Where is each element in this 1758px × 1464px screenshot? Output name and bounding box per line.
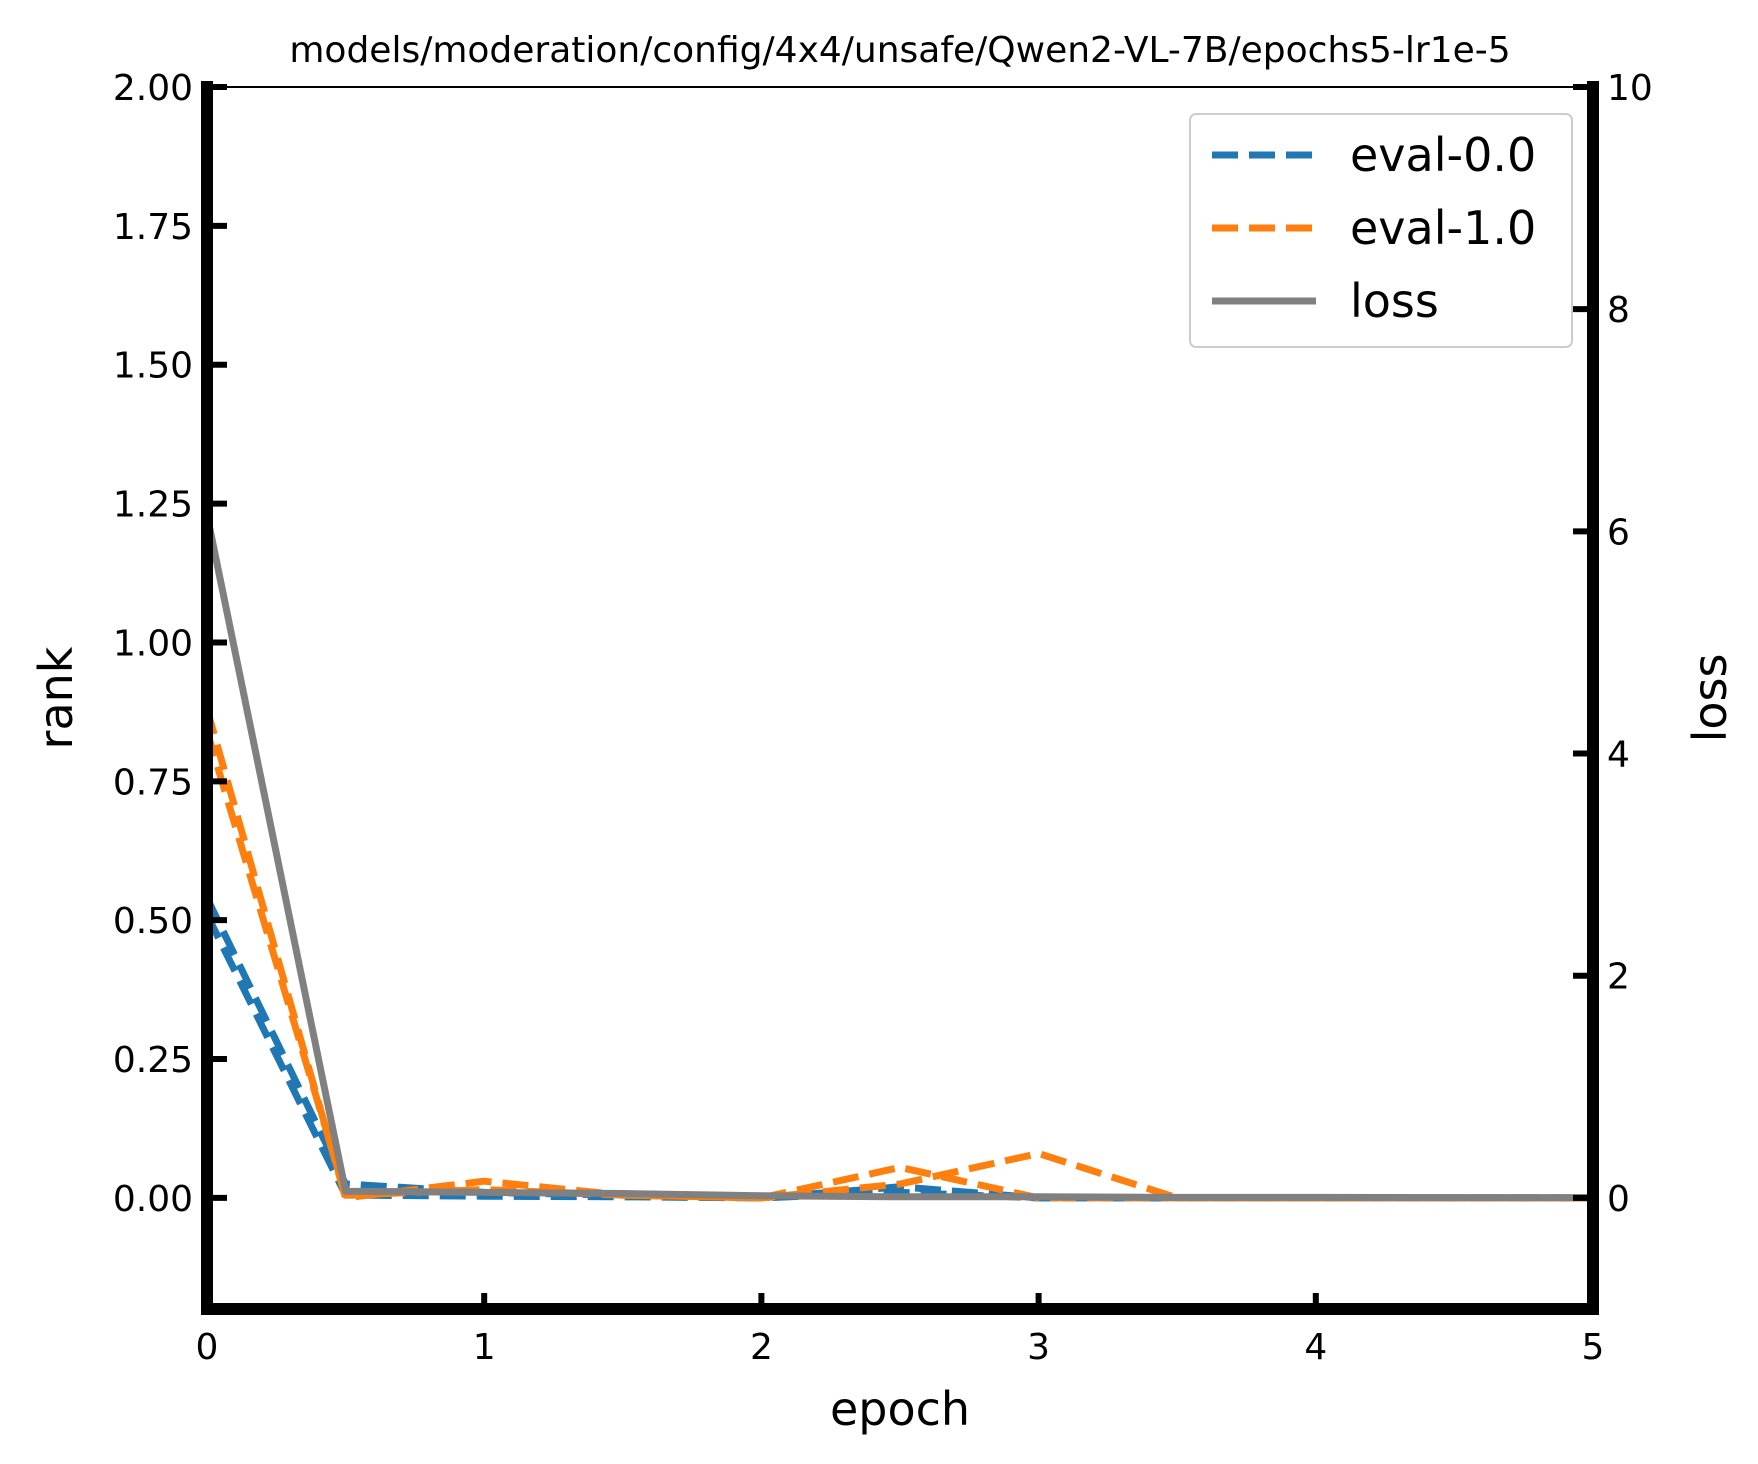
y2-tick-label: 0 xyxy=(1607,1179,1630,1220)
legend-label-eval-0: eval-0.0 xyxy=(1350,128,1536,182)
series-line-loss-0 xyxy=(203,513,1594,1202)
series-line-eval-0.0-1 xyxy=(203,913,1593,1202)
chart-title: models/moderation/config/4x4/unsafe/Qwen… xyxy=(289,30,1510,71)
x-tick-label: 1 xyxy=(473,1327,496,1368)
legend: eval-0.0 eval-1.0 loss xyxy=(1189,113,1573,348)
y-tick-label: 1.75 xyxy=(113,207,193,248)
y2-axis-title: loss xyxy=(1683,654,1737,743)
x-tick-label: 2 xyxy=(750,1327,773,1368)
y-tick-label: 1.25 xyxy=(113,485,193,526)
x-tick-label: 0 xyxy=(196,1327,219,1368)
series-lines xyxy=(203,513,1594,1202)
axis-ticks: 0 1 2 3 4 5 0.00 0.25 0.50 0.75 1.00 1.25 1.50 1.75 2.… xyxy=(113,68,1653,1368)
y-tick-label: 2.00 xyxy=(113,68,193,109)
y2-tick-label: 8 xyxy=(1607,290,1630,331)
legend-label-loss: loss xyxy=(1350,274,1439,328)
y-tick-label: 0.00 xyxy=(113,1179,193,1220)
legend-label-eval-1: eval-1.0 xyxy=(1350,201,1536,255)
y-tick-label: 1.50 xyxy=(113,346,193,387)
legend-box xyxy=(1189,113,1573,348)
y-tick-label: 0.75 xyxy=(113,762,193,803)
x-tick-label: 4 xyxy=(1304,1327,1327,1368)
y2-tick-label: 2 xyxy=(1607,957,1630,998)
y-tick-label: 0.50 xyxy=(113,901,193,942)
y-tick-label: 0.25 xyxy=(113,1040,193,1081)
x-axis-title: epoch xyxy=(830,1382,970,1436)
x-tick-label: 3 xyxy=(1027,1327,1050,1368)
y-tick-label: 1.00 xyxy=(113,623,193,664)
y2-tick-label: 4 xyxy=(1607,735,1630,776)
y2-tick-label: 10 xyxy=(1607,68,1653,109)
x-tick-label: 5 xyxy=(1582,1327,1605,1368)
y2-tick-label: 6 xyxy=(1607,512,1630,553)
y-axis-title: rank xyxy=(29,646,83,749)
